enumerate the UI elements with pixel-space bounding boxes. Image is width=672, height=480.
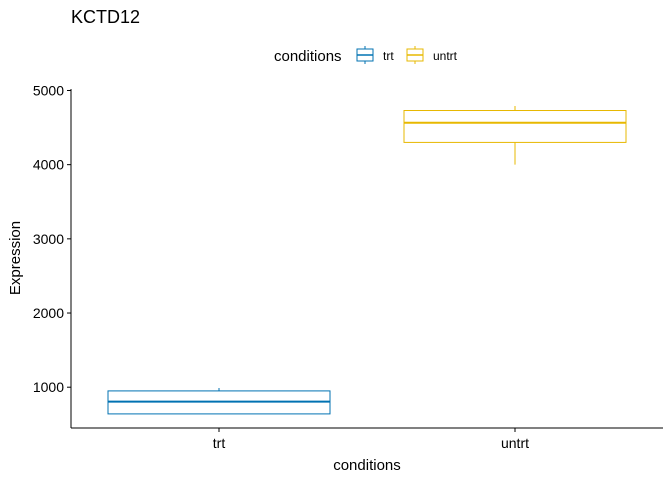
legend-key-untrt xyxy=(406,46,424,64)
x-axis-title: conditions xyxy=(333,457,401,474)
legend: conditions trt untrt xyxy=(274,46,458,65)
legend-title: conditions xyxy=(274,48,342,65)
y-axis-ticks: 1000 2000 3000 4000 5000 xyxy=(33,82,71,395)
boxplot-trt xyxy=(107,387,331,415)
boxplots xyxy=(107,106,627,415)
y-tick-label: 5000 xyxy=(33,82,64,98)
x-tick-label: trt xyxy=(213,435,226,451)
chart-title: KCTD12 xyxy=(71,7,140,27)
legend-key-trt xyxy=(356,46,374,64)
box-iqr xyxy=(403,110,627,143)
legend-label-trt: trt xyxy=(383,49,394,63)
y-tick-label: 3000 xyxy=(33,231,64,247)
legend-label-untrt: untrt xyxy=(433,49,458,63)
y-tick-label: 2000 xyxy=(33,305,64,321)
x-tick-label: untrt xyxy=(501,435,529,451)
boxplot-untrt xyxy=(403,106,627,165)
x-axis-ticks: trt untrt xyxy=(213,428,529,451)
y-tick-label: 4000 xyxy=(33,157,64,173)
y-axis-title: Expression xyxy=(7,221,24,295)
y-tick-label: 1000 xyxy=(33,379,64,395)
